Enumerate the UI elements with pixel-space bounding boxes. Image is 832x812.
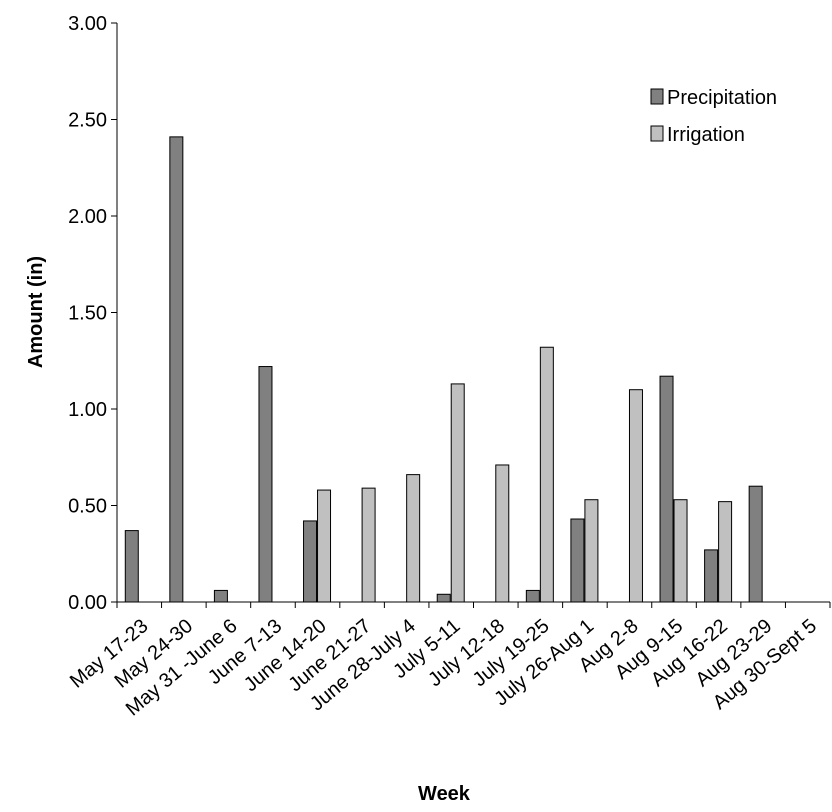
bars-layer xyxy=(124,136,763,603)
bar-precipitation-2 xyxy=(213,589,228,603)
y-tick-label: 3.00 xyxy=(68,13,107,35)
bar-irrigation-4 xyxy=(317,489,332,603)
legend: Precipitation Irrigation xyxy=(650,87,777,146)
legend-swatch-precipitation xyxy=(650,88,664,105)
legend-label-irrigation: Irrigation xyxy=(667,124,745,146)
bar-precipitation-9 xyxy=(525,589,540,603)
bar-irrigation-8 xyxy=(495,464,510,603)
y-tick-label: 2.50 xyxy=(68,110,107,132)
bar-precipitation-0 xyxy=(124,530,139,603)
bar-precipitation-3 xyxy=(258,366,273,603)
bar-precipitation-13 xyxy=(704,549,719,603)
y-tick-label: 0.50 xyxy=(68,496,107,518)
y-tick-label: 0.00 xyxy=(68,592,107,614)
bar-precipitation-7 xyxy=(436,593,451,603)
bar-precipitation-4 xyxy=(303,520,318,603)
bar-irrigation-11 xyxy=(628,389,643,603)
y-tick-label: 1.50 xyxy=(68,303,107,325)
bar-precipitation-10 xyxy=(570,518,585,603)
bar-precipitation-12 xyxy=(659,375,674,603)
bar-irrigation-6 xyxy=(406,474,421,603)
bar-irrigation-13 xyxy=(718,501,733,603)
bar-irrigation-7 xyxy=(450,383,465,603)
bar-irrigation-10 xyxy=(584,499,599,603)
bar-irrigation-12 xyxy=(673,499,688,603)
bar-precipitation-14 xyxy=(748,485,763,603)
bar-precipitation-1 xyxy=(169,136,184,603)
y-tick-label: 2.00 xyxy=(68,206,107,228)
bar-irrigation-5 xyxy=(361,487,376,603)
legend-swatch-irrigation xyxy=(650,125,664,142)
legend-label-precipitation: Precipitation xyxy=(667,87,777,109)
y-tick-label: 1.00 xyxy=(68,399,107,421)
x-axis-title: Week xyxy=(418,783,471,805)
bar-irrigation-9 xyxy=(539,346,554,603)
y-axis-title: Amount (in) xyxy=(25,256,47,368)
